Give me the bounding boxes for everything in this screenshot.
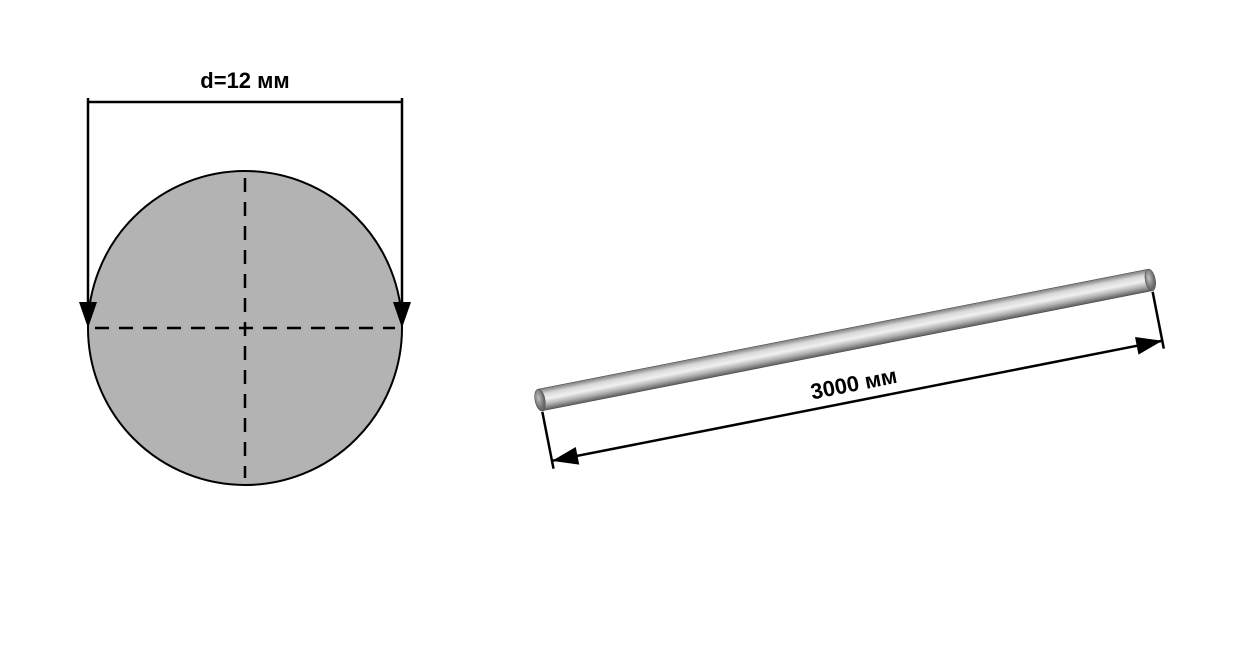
cross-section-view: d=12 мм xyxy=(79,68,411,485)
length-arrow-right xyxy=(1135,332,1164,355)
length-ext-left xyxy=(542,412,553,469)
diameter-label: d=12 мм xyxy=(200,68,289,93)
diagram-svg: d=12 мм 3000 мм xyxy=(0,0,1240,660)
technical-diagram: d=12 мм 3000 мм xyxy=(0,0,1240,660)
rod-3d-view: 3000 мм xyxy=(533,268,1164,469)
length-arrow-left xyxy=(550,447,579,470)
length-label: 3000 мм xyxy=(808,363,899,404)
length-dim-line xyxy=(552,341,1162,461)
